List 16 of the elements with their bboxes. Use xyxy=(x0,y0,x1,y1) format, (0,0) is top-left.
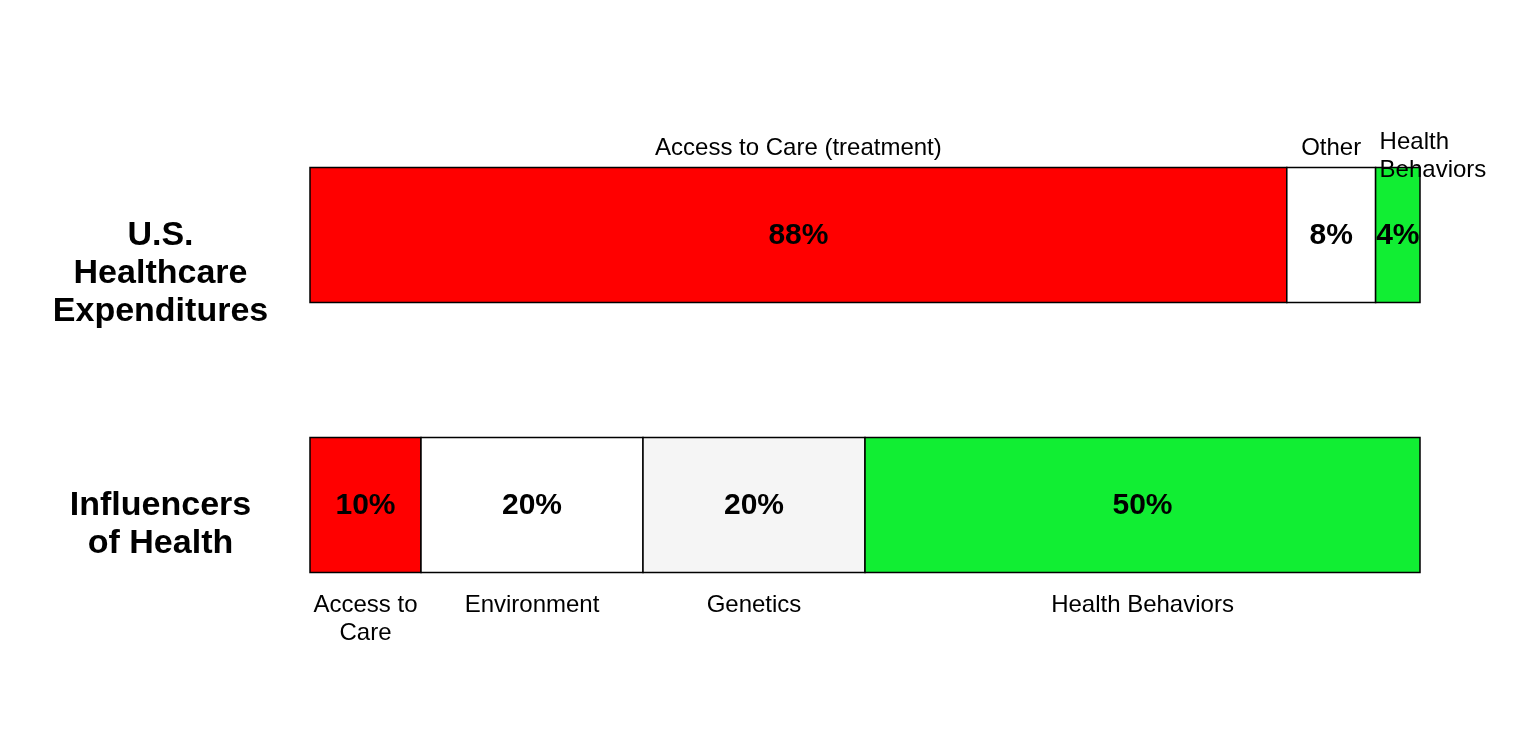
series-label: Environment xyxy=(464,589,600,617)
series-label: Access to Care xyxy=(313,589,418,645)
series-label: Access to Care (treatment) xyxy=(655,132,942,160)
series-label: Other xyxy=(1301,132,1362,160)
series-label: Health Behaviors xyxy=(1379,126,1487,182)
series-label: Genetics xyxy=(706,589,802,617)
data-label: 88% xyxy=(768,217,829,250)
series-label: Health Behaviors xyxy=(1051,589,1234,617)
data-label: 20% xyxy=(501,487,563,520)
data-label: 50% xyxy=(1112,487,1173,520)
data-label: 20% xyxy=(723,487,785,520)
data-label: 10% xyxy=(335,487,396,520)
data-label: 4% xyxy=(1376,217,1420,250)
data-label: 8% xyxy=(1309,217,1353,250)
y-tick-label: U.S. Healthcare Expenditures xyxy=(52,214,269,328)
y-tick-label: Influencers of Health xyxy=(69,484,252,560)
